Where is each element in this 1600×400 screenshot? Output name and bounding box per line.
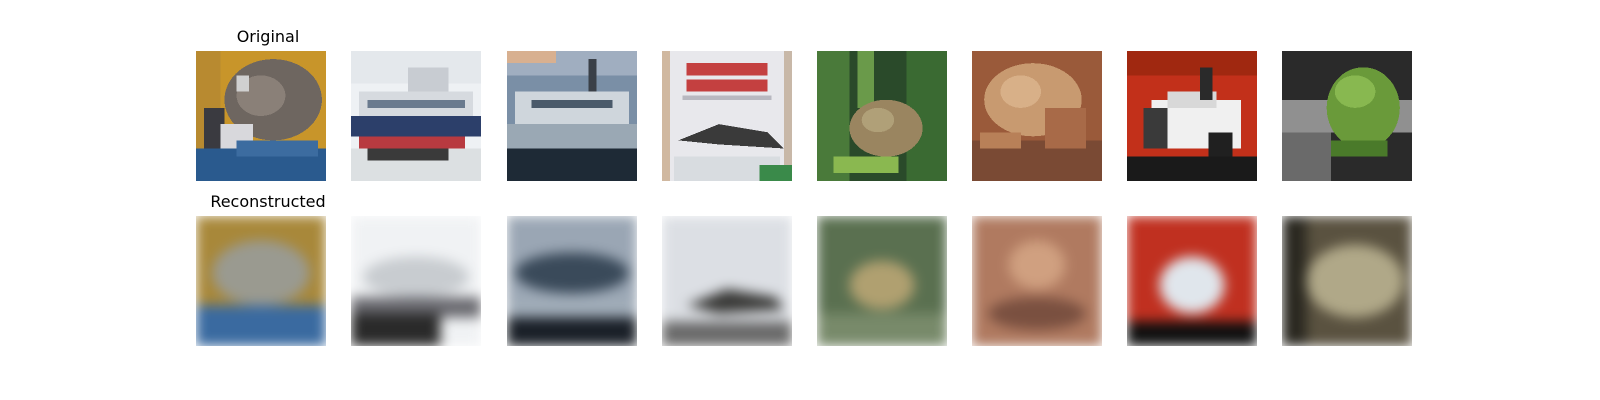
row-title-original: Original [236, 27, 300, 46]
reconstructed-image-7 [1127, 216, 1257, 346]
reconstructed-image-2 [351, 216, 481, 346]
reconstructed-image-5 [817, 216, 947, 346]
original-image-cat [196, 51, 326, 181]
row-title-reconstructed: Reconstructed [210, 192, 326, 211]
original-image-frog [817, 51, 947, 181]
original-image-ship-2 [507, 51, 637, 181]
reconstructed-image-4 [662, 216, 792, 346]
original-image-ship [351, 51, 481, 181]
reconstructed-image-1 [196, 216, 326, 346]
reconstructed-image-6 [972, 216, 1102, 346]
reconstructed-image-3 [507, 216, 637, 346]
original-image-car [1127, 51, 1257, 181]
original-image-airplane-poster [662, 51, 792, 181]
reconstructed-image-8 [1282, 216, 1412, 346]
original-image-frog-3 [1282, 51, 1412, 181]
original-image-frog-2 [972, 51, 1102, 181]
